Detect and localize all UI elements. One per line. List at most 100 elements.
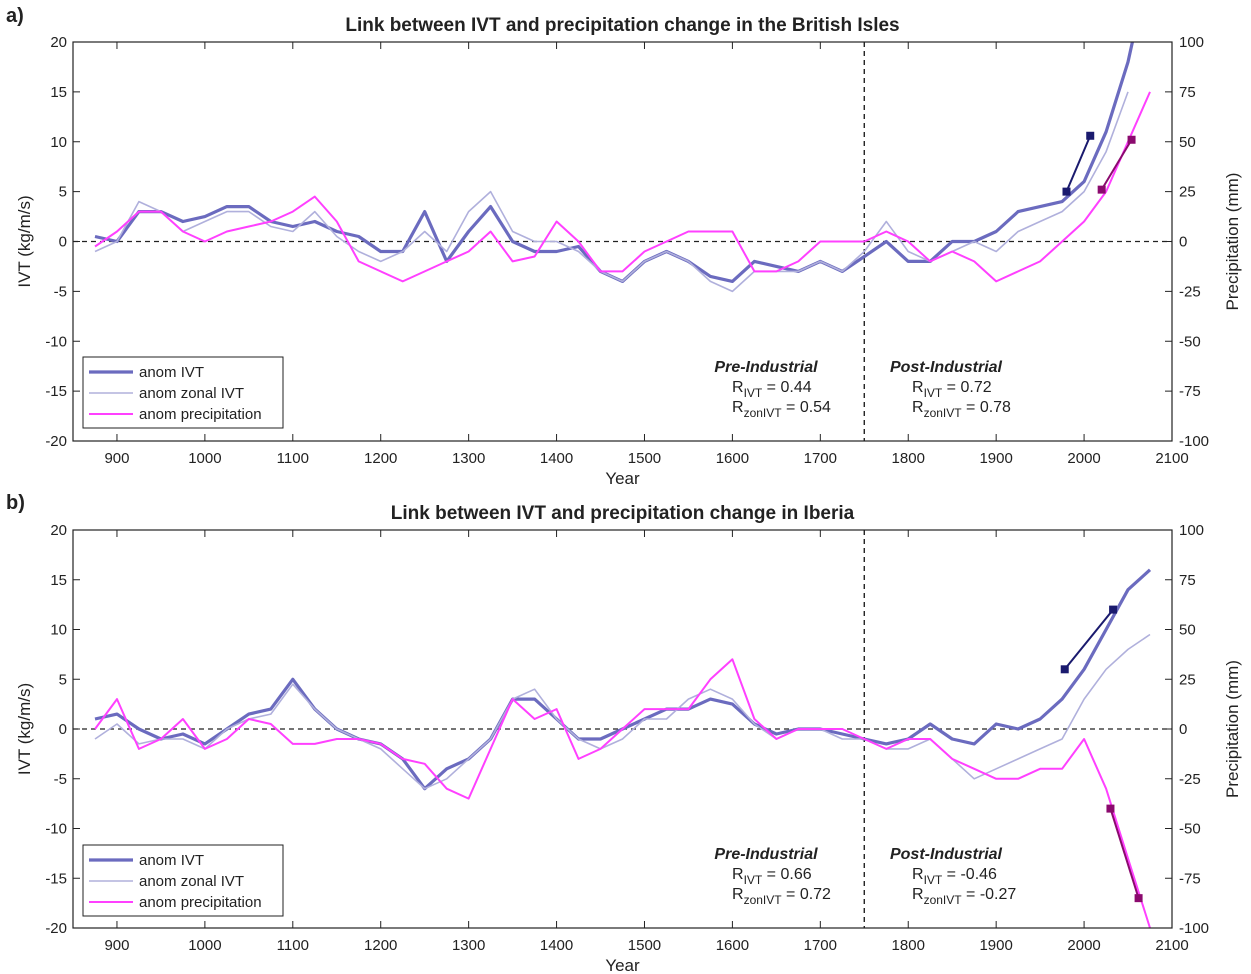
y2-tick-label: -100 [1179,433,1209,450]
legend-entry: anom IVT [139,364,204,381]
legend-entry: anom zonal IVT [139,873,244,890]
y-tick-label: 0 [59,721,67,738]
correlation-subscript: IVT [744,873,763,887]
y2-tick-label: 50 [1179,622,1196,639]
correlation-symbol: R [732,379,744,396]
precipitation-trend-marker [1106,804,1115,813]
chart-panel-a: a) Link between IVT and precipitation cha… [6,5,1242,488]
x-tick-label: 1700 [804,937,837,954]
y-tick-label: -10 [45,333,67,350]
annotation-heading: Post-Industrial [890,359,1003,376]
x-tick-label: 1600 [716,450,749,467]
correlation-value: RIVT = 0.44 [732,379,812,400]
x-tick-label: 1700 [804,450,837,467]
y-tick-label: 5 [59,184,67,201]
correlation-number: = 0.78 [962,399,1011,416]
y2-tick-label: 25 [1179,671,1196,688]
correlation-symbol: R [732,399,744,416]
precipitation-trend-marker [1097,185,1106,194]
y-axis-label: IVT (kg/m/s) [15,683,34,775]
correlation-subscript: zonIVT [924,406,963,420]
y2-tick-label: 100 [1179,34,1204,51]
y-axis-label: IVT (kg/m/s) [15,195,34,287]
x-tick-label: 1100 [277,937,309,954]
ivt-trend-marker [1109,605,1118,614]
correlation-value: RIVT = 0.66 [732,866,812,887]
legend-entry: anom IVT [139,852,204,869]
precipitation-trend-marker [1127,135,1136,144]
y2-tick-label: -75 [1179,870,1201,887]
precipitation-trend-line [1109,808,1140,899]
annotation-heading: Pre-Industrial [714,846,818,863]
x-tick-label: 1800 [892,937,925,954]
y-tick-label: 10 [50,622,67,639]
panel-label: b) [6,492,25,514]
correlation-number: = 0.72 [782,886,831,903]
x-axis-label: Year [605,469,640,488]
y-tick-label: -5 [54,771,67,788]
x-tick-label: 1500 [628,937,661,954]
y-tick-label: 10 [50,134,67,151]
y2-axis-label: Precipitation (mm) [1223,660,1242,798]
series-line-anom-ivt [94,568,1152,791]
panel-label: a) [6,5,24,27]
correlation-subscript: zonIVT [924,893,963,907]
y2-tick-label: -25 [1179,771,1201,788]
y-tick-label: -5 [54,283,67,300]
correlation-number: = 0.54 [782,399,831,416]
correlation-symbol: R [912,886,924,903]
x-axis-label: Year [605,956,640,974]
x-tick-label: 1900 [979,937,1012,954]
correlation-value: RzonIVT = -0.27 [912,886,1016,907]
y2-tick-label: 25 [1179,184,1196,201]
correlation-symbol: R [732,886,744,903]
correlation-number: = -0.46 [942,866,997,883]
correlation-symbol: R [732,866,744,883]
legend-entry: anom precipitation [139,406,262,423]
series-line-anom-precipitation [94,658,1151,929]
x-tick-label: 1400 [540,937,573,954]
y-tick-label: -15 [45,383,67,400]
x-tick-label: 900 [104,450,129,467]
series-line-anom-precipitation [94,91,1151,283]
chart-title: Link between IVT and precipitation chang… [391,503,855,524]
x-tick-label: 1000 [188,450,221,467]
correlation-value: RIVT = 0.72 [912,379,992,400]
y2-tick-label: 100 [1179,522,1204,539]
correlation-number: = -0.27 [962,886,1017,903]
x-tick-label: 1400 [540,450,573,467]
y-tick-label: -20 [45,920,67,937]
annotation-heading: Post-Industrial [890,846,1003,863]
correlation-value: RIVT = -0.46 [912,866,997,887]
series-line-anom-zonal-ivt [94,633,1151,790]
y2-tick-label: -25 [1179,283,1201,300]
y-tick-label: 20 [50,34,67,51]
x-tick-label: 1800 [892,450,925,467]
y2-tick-label: 0 [1179,234,1187,251]
correlation-value: RzonIVT = 0.72 [732,886,831,907]
x-tick-label: 1600 [716,937,749,954]
ivt-trend-line [1065,135,1092,193]
x-tick-label: 1900 [979,450,1012,467]
y2-tick-label: -50 [1179,333,1201,350]
correlation-number: = 0.66 [762,866,811,883]
y2-tick-label: -50 [1179,821,1201,838]
correlation-subscript: zonIVT [744,893,783,907]
y-tick-label: -15 [45,870,67,887]
x-tick-label: 1200 [364,937,397,954]
y-tick-label: 15 [50,84,67,101]
y2-tick-label: -100 [1179,920,1209,937]
annotation-heading: Pre-Industrial [714,359,818,376]
x-tick-label: 1300 [452,450,485,467]
correlation-value: RzonIVT = 0.78 [912,399,1011,420]
y-tick-label: 15 [50,572,67,589]
x-tick-label: 2100 [1155,937,1188,954]
x-tick-label: 2100 [1155,450,1188,467]
y2-tick-label: 50 [1179,134,1196,151]
y-tick-label: 0 [59,234,67,251]
x-tick-label: 1300 [452,937,485,954]
